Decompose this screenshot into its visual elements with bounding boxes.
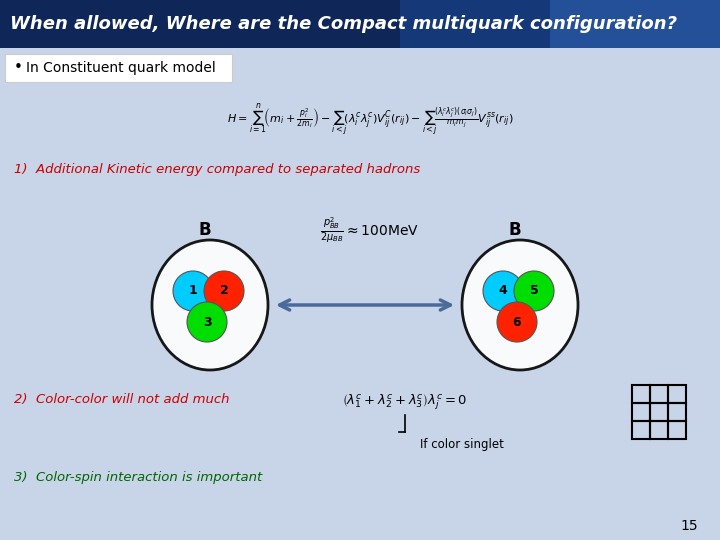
Text: 1: 1 [189,285,197,298]
Text: B: B [509,221,521,239]
Text: 2)  Color-color will not add much: 2) Color-color will not add much [14,394,230,407]
Text: 6: 6 [513,315,521,328]
Ellipse shape [152,240,268,370]
Text: 2: 2 [220,285,228,298]
Circle shape [173,271,213,311]
Circle shape [483,271,523,311]
Text: If color singlet: If color singlet [420,438,504,451]
Ellipse shape [462,240,578,370]
FancyBboxPatch shape [5,54,232,82]
Bar [550,0,720,48]
Bar [400,0,720,48]
Circle shape [204,271,244,311]
Bar [668,421,686,439]
Text: $\left(\lambda_1^c + \lambda_2^c + \lambda_3^c\right)\lambda_j^c = 0$: $\left(\lambda_1^c + \lambda_2^c + \lamb… [343,392,467,412]
Text: 3)  Color-spin interaction is important: 3) Color-spin interaction is important [14,471,262,484]
Text: When allowed, Where are the Compact multiquark configuration?: When allowed, Where are the Compact mult… [10,15,677,33]
Text: In Constituent quark model: In Constituent quark model [26,61,216,75]
Circle shape [187,302,227,342]
Text: 5: 5 [530,285,539,298]
Text: $H = \sum_{i=1}^{n}\!\left(m_i + \frac{p_i^2}{2m_i}\right) - \sum_{i<j}\!(\lambd: $H = \sum_{i=1}^{n}\!\left(m_i + \frac{p… [227,102,513,139]
Bar [650,403,668,421]
Bar [668,403,686,421]
Bar [632,403,650,421]
Text: •: • [14,60,23,76]
Text: B: B [199,221,211,239]
Text: 4: 4 [499,285,508,298]
Bar [650,421,668,439]
Bar [0,0,720,48]
Bar [668,385,686,403]
Bar [632,385,650,403]
Text: $\frac{p_{BB}^2}{2\mu_{BB}} \approx 100\mathrm{MeV}$: $\frac{p_{BB}^2}{2\mu_{BB}} \approx 100\… [320,215,420,245]
Text: 3: 3 [203,315,211,328]
Text: 1)  Additional Kinetic energy compared to separated hadrons: 1) Additional Kinetic energy compared to… [14,164,420,177]
Bar [650,385,668,403]
Bar [0,0,720,48]
Circle shape [514,271,554,311]
Text: 15: 15 [680,519,698,533]
Circle shape [497,302,537,342]
Bar [632,421,650,439]
